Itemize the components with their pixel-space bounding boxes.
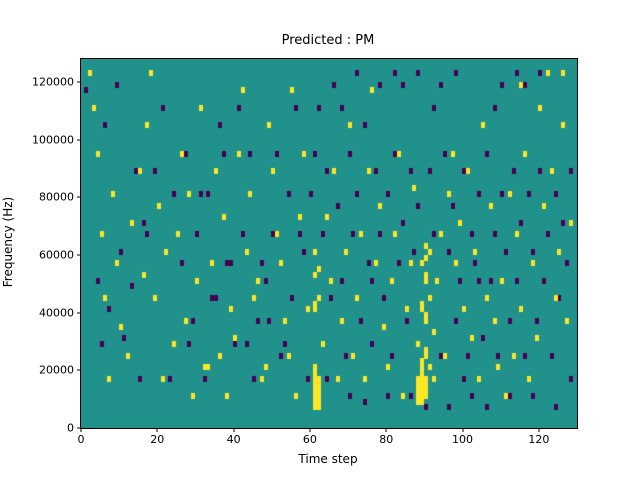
x-tick-label: 100 bbox=[452, 433, 474, 446]
y-tick-label: 0 bbox=[67, 421, 74, 435]
y-axis-label: Frequency (Hz) bbox=[1, 196, 15, 288]
x-tick-label: 60 bbox=[302, 433, 317, 446]
y-tick-label: 100000 bbox=[32, 133, 74, 147]
y-tick-label: 20000 bbox=[39, 363, 74, 377]
y-tick-mark bbox=[77, 427, 81, 429]
x-axis-label: Time step bbox=[298, 452, 358, 466]
x-tick-mark bbox=[156, 428, 158, 432]
x-tick-label: 120 bbox=[528, 433, 550, 446]
y-tick-mark bbox=[77, 369, 81, 371]
y-tick-label: 80000 bbox=[39, 190, 74, 204]
x-tick-mark bbox=[233, 428, 235, 432]
plot-area: 0 20 40 60 80 100 120 0 20000 40000 60000 80000 100… bbox=[32, 58, 578, 445]
x-tick-label: 0 bbox=[77, 433, 85, 446]
x-tick-mark bbox=[80, 428, 82, 432]
x-tick-mark bbox=[385, 428, 387, 432]
x-tick-label: 40 bbox=[226, 433, 241, 446]
y-tick-mark bbox=[77, 139, 81, 141]
x-tick-label: 80 bbox=[379, 433, 394, 446]
y-tick-mark bbox=[77, 312, 81, 314]
y-tick-mark bbox=[77, 254, 81, 256]
y-tick-label: 60000 bbox=[39, 248, 74, 262]
y-tick-mark bbox=[77, 81, 81, 83]
chart-title: Predicted : PM bbox=[281, 33, 375, 48]
x-tick-mark bbox=[538, 428, 540, 432]
y-tick-mark bbox=[77, 196, 81, 198]
heatmap-canvas bbox=[81, 59, 577, 428]
y-tick-label: 40000 bbox=[39, 306, 74, 320]
x-tick-mark bbox=[309, 428, 311, 432]
x-tick-mark bbox=[462, 428, 464, 432]
x-tick-label: 20 bbox=[150, 433, 165, 446]
y-tick-label: 120000 bbox=[32, 75, 74, 89]
